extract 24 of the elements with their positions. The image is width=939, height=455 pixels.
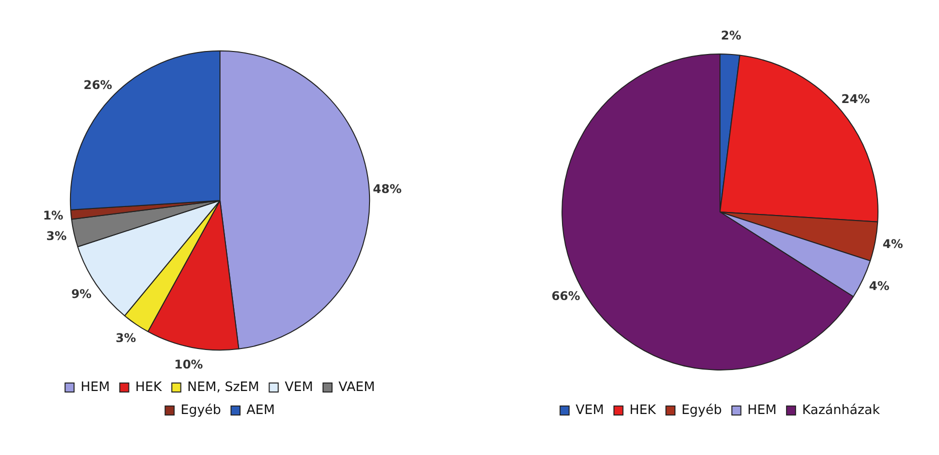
legend-label: VEM <box>284 380 314 395</box>
data-label: 26% <box>83 78 112 92</box>
legend-label: Kazánházak <box>802 402 880 418</box>
data-label: 10% <box>174 357 203 372</box>
data-label: 2% <box>720 28 742 43</box>
data-label: 3% <box>46 229 67 244</box>
data-label: 1% <box>42 208 64 222</box>
legend-label: Egyéb <box>681 402 722 418</box>
legend-label: NEM, SzEM <box>187 380 260 395</box>
data-label: 48% <box>372 182 402 196</box>
data-label: 24% <box>841 92 870 106</box>
data-label: 4% <box>882 237 904 252</box>
legend-label: HEK <box>135 380 162 395</box>
legend-label: HEK <box>629 402 656 418</box>
data-label: 3% <box>116 331 136 346</box>
legend-label: AEM <box>246 402 275 418</box>
data-label: 4% <box>869 279 890 294</box>
data-label: 66% <box>551 288 580 303</box>
legend-label: Egyéb <box>180 402 222 418</box>
legend-label: VEM <box>576 402 604 418</box>
data-label: 9% <box>71 286 92 301</box>
legend-label: HEM <box>80 380 110 395</box>
legend-label: HEM <box>747 402 777 418</box>
legend-label: VAEM <box>338 380 375 395</box>
